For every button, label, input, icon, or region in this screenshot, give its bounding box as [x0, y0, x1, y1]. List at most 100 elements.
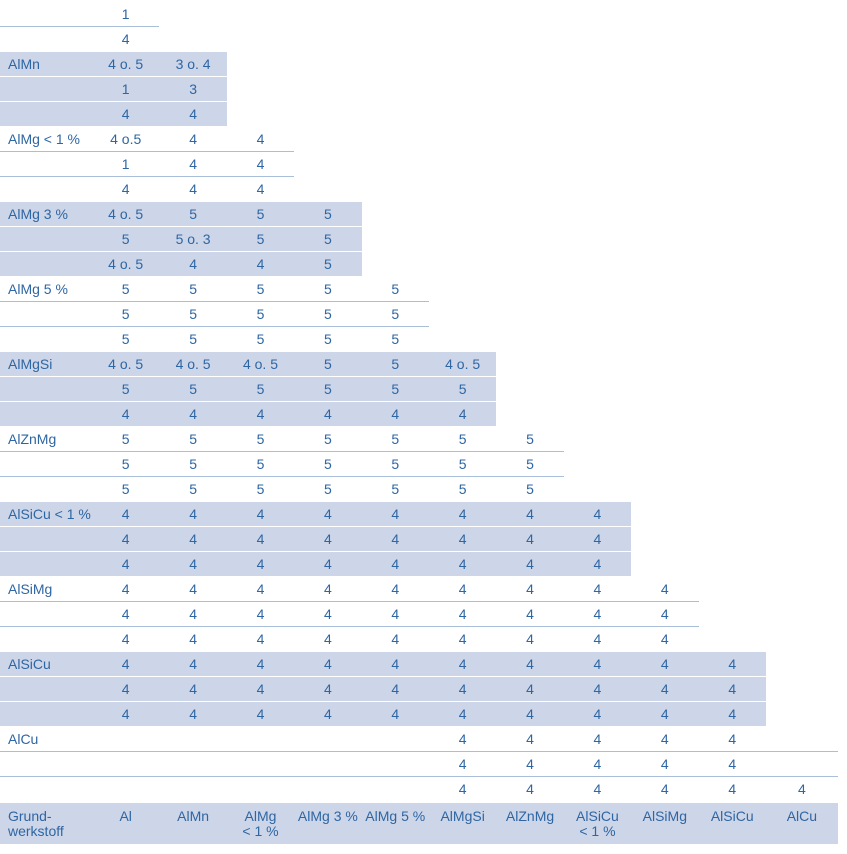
table-cell: 4 — [189, 506, 197, 522]
table-cell — [564, 202, 631, 227]
table-cell: 4 — [526, 681, 534, 697]
table-cell — [227, 752, 294, 777]
row-label: AlSiCu — [8, 656, 51, 672]
table-cell: 5 — [121, 456, 130, 472]
table-cell: 4 — [593, 581, 602, 597]
table-cell — [699, 127, 766, 152]
table-cell: 4 — [189, 156, 197, 172]
table-cell — [294, 52, 361, 77]
table-cell: 4 — [593, 531, 602, 547]
table-cell — [631, 402, 698, 427]
table-row: AlMn 4 o. 5 3 o. 4 — [0, 52, 838, 77]
table-cell: 4 — [189, 256, 197, 272]
row-label — [0, 27, 92, 52]
table-cell: 4 — [458, 406, 467, 422]
table-row: 5 5 o. 3 5 5 — [0, 227, 838, 252]
table-row: AlZnMg 5 5 5 5 5 5 5 — [0, 427, 838, 452]
table-cell — [294, 102, 361, 127]
table-cell — [699, 252, 766, 277]
table-cell: 5 — [189, 431, 197, 447]
table-cell: 4 — [256, 131, 265, 147]
table-cell — [496, 252, 563, 277]
table-cell: 4 — [728, 781, 737, 797]
table-cell — [564, 77, 631, 102]
table-cell: 4 — [256, 656, 265, 672]
table-cell: 4 — [391, 706, 400, 722]
table-cell: 4 — [391, 631, 400, 647]
table-cell — [564, 177, 631, 202]
table-cell — [564, 302, 631, 327]
row-label — [0, 752, 92, 777]
column-header: AlSiCu — [710, 808, 754, 824]
table-cell — [429, 102, 496, 127]
table-row: 4 4 4 4 4 4 — [0, 402, 838, 427]
table-cell — [564, 477, 631, 502]
row-shading — [0, 527, 632, 551]
table-cell: 5 — [458, 381, 467, 397]
table-cell — [631, 552, 698, 577]
table-cell — [496, 227, 563, 252]
table-cell — [766, 577, 838, 602]
table-cell: 5 — [323, 331, 332, 347]
table-cell: 4 — [526, 531, 534, 547]
table-cell: 4 — [458, 731, 467, 747]
table-cell: 4 — [121, 681, 130, 697]
table-cell: 4 o. 5 — [108, 56, 144, 72]
table-cell — [564, 402, 631, 427]
table-cell: 5 — [458, 431, 467, 447]
table-cell — [631, 277, 698, 302]
table-cell: 4 — [121, 606, 130, 622]
table-cell — [92, 777, 159, 802]
table-cell — [699, 352, 766, 377]
table-cell — [496, 127, 563, 152]
table-cell — [631, 452, 698, 477]
table-cell — [564, 352, 631, 377]
table-cell — [159, 2, 226, 27]
table-cell — [699, 2, 766, 27]
table-cell — [631, 502, 698, 527]
table-cell: 4 — [391, 506, 400, 522]
table-cell: 5 — [323, 281, 332, 297]
table-cell: 4 — [660, 781, 669, 797]
table-cell: 4 — [593, 781, 602, 797]
table-row: 4 4 4 — [0, 177, 838, 202]
row-divider — [0, 301, 429, 302]
table-cell: 1 — [121, 156, 130, 172]
table-cell — [766, 427, 838, 452]
table-cell: 4 — [660, 606, 669, 622]
table-cell — [766, 602, 838, 627]
table-cell: 4 — [256, 406, 265, 422]
table-cell — [631, 302, 698, 327]
table-cell: 4 — [189, 706, 197, 722]
column-header: AlMn — [177, 808, 210, 824]
table-cell: 4 — [121, 31, 130, 47]
table-cell: 4 o.5 — [110, 131, 142, 147]
table-cell: 4 o. 5 — [108, 256, 144, 272]
row-label: AlMn — [8, 56, 40, 72]
row-label — [0, 702, 92, 727]
table-cell: 4 — [189, 581, 197, 597]
table-cell: 4 — [526, 556, 534, 572]
table-cell — [362, 102, 429, 127]
row-shading — [0, 77, 227, 101]
table-cell — [766, 527, 838, 552]
table-cell: 4 — [121, 106, 130, 122]
table-row: AlCu 4 4 4 4 4 — [0, 727, 838, 752]
row-label — [0, 602, 92, 627]
table-cell: 5 — [323, 206, 332, 222]
row-label — [0, 77, 92, 102]
table-cell — [766, 177, 838, 202]
row-label: AlMg 5 % — [8, 281, 68, 297]
table-cell — [362, 27, 429, 52]
table-cell: 4 — [121, 656, 130, 672]
table-row: 5 5 5 5 5 — [0, 327, 838, 352]
table-cell — [699, 327, 766, 352]
table-cell — [496, 302, 563, 327]
row-label — [0, 677, 92, 702]
table-cell — [766, 102, 838, 127]
table-cell: 5 — [256, 381, 265, 397]
table-cell — [766, 302, 838, 327]
table-cell: 4 — [121, 531, 130, 547]
table-cell: 4 — [256, 606, 265, 622]
